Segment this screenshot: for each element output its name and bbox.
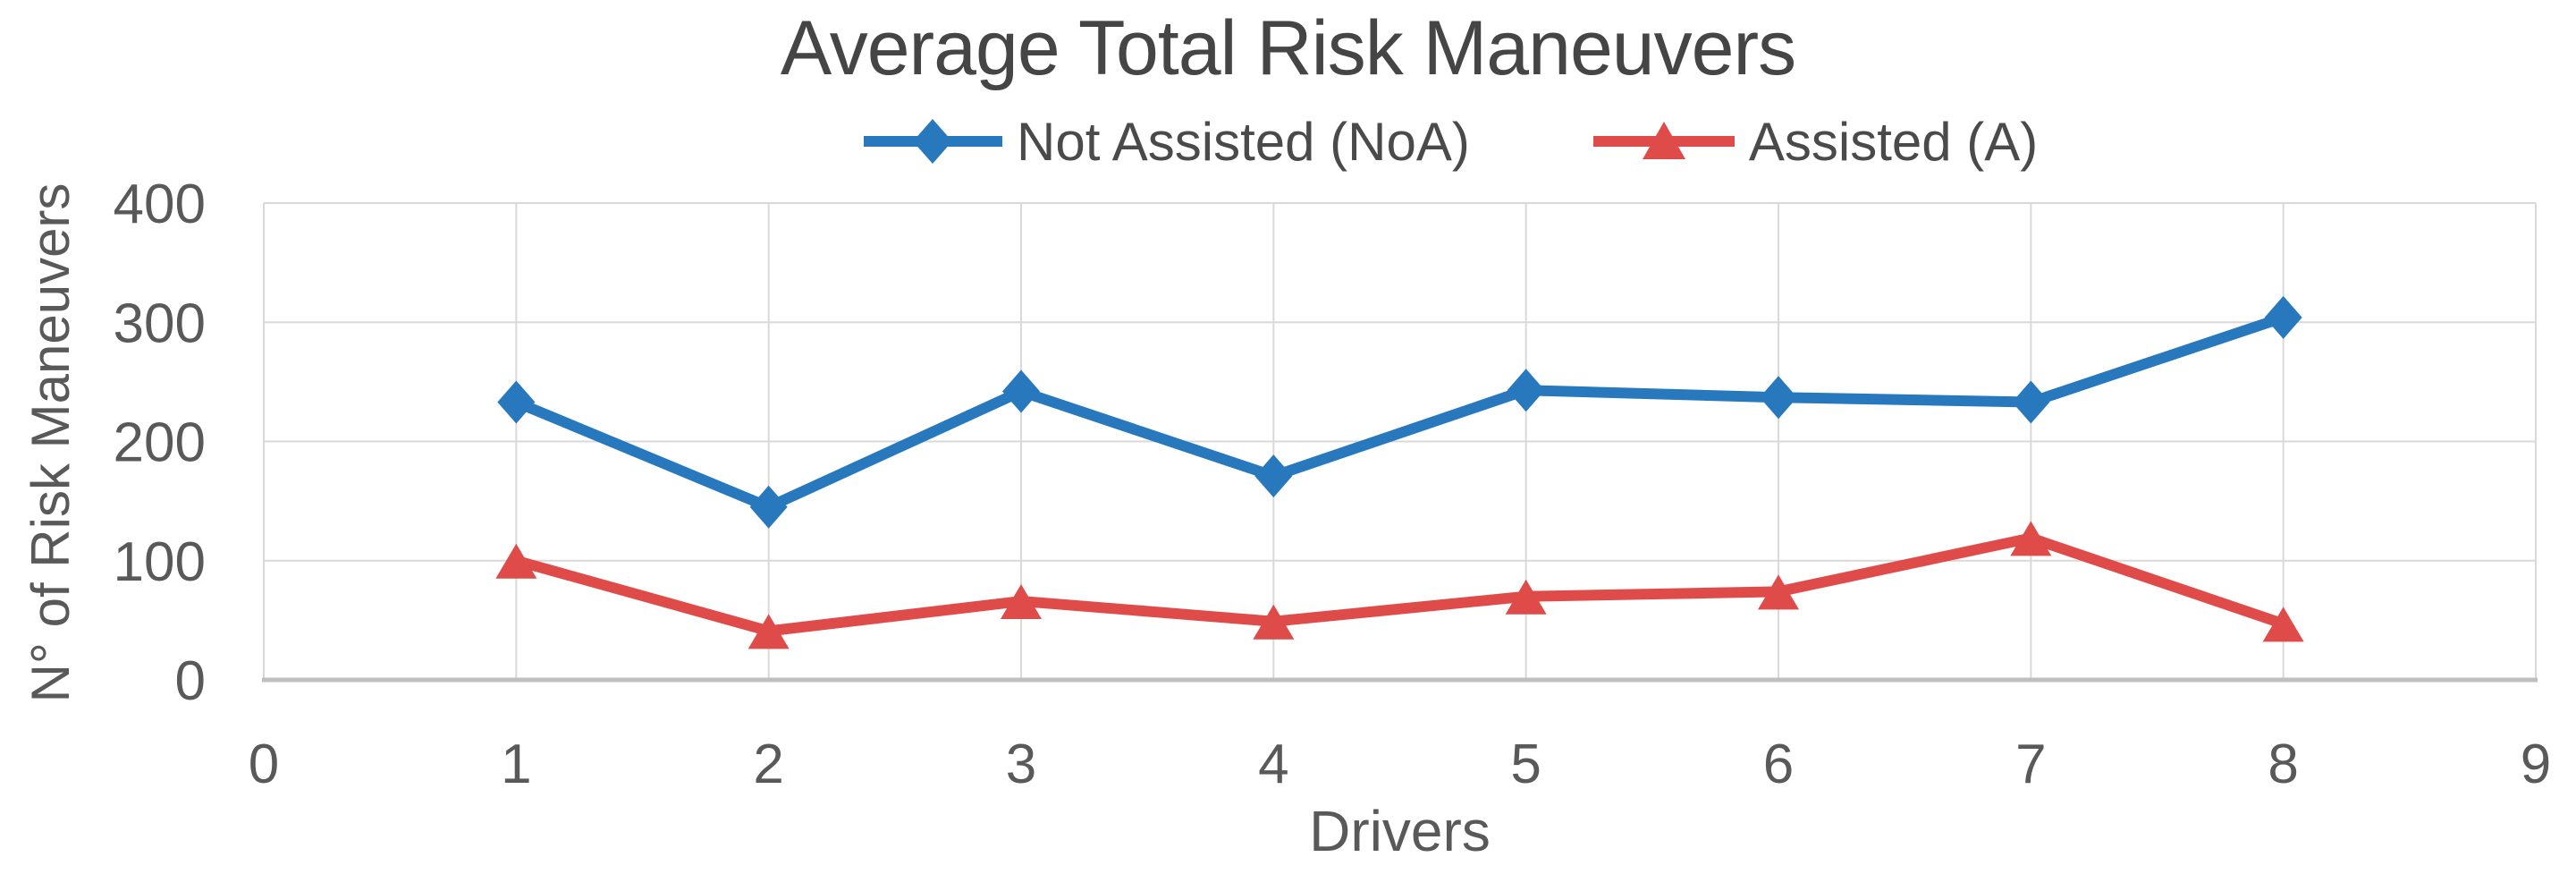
series-0-marker-x7 xyxy=(2012,380,2050,424)
x-tick-label-2: 2 xyxy=(753,734,783,795)
x-tick-label-8: 8 xyxy=(2268,734,2298,795)
y-tick-label-300: 300 xyxy=(114,293,206,354)
series-line-0 xyxy=(511,311,2289,513)
legend: Not Assisted (NoA) Assisted (A) xyxy=(864,104,2038,179)
series-1-marker-x4 xyxy=(1253,604,1295,640)
series-0-marker-x4 xyxy=(1254,454,1293,498)
series-0-marker-x5 xyxy=(1507,369,1545,412)
y-tick-label-100: 100 xyxy=(114,531,206,593)
legend-triangle-marker-icon xyxy=(1642,122,1685,159)
series-1-marker-x6 xyxy=(1758,574,1799,610)
legend-swatch-not-assisted xyxy=(864,119,1002,164)
x-tick-label-7: 7 xyxy=(2015,734,2046,795)
series-0-marker-x2 xyxy=(749,485,788,529)
series-0-marker-x6 xyxy=(1760,376,1797,420)
legend-label-assisted: Assisted (A) xyxy=(1748,111,2039,172)
y-tick-label-0: 0 xyxy=(175,650,206,712)
series-0-marker-x8 xyxy=(2264,295,2302,339)
series-1-marker-x7 xyxy=(2010,521,2052,556)
series-1-marker-x3 xyxy=(1001,584,1042,620)
x-tick-label-4: 4 xyxy=(1258,734,1288,795)
chart-title: Average Total Risk Maneuvers xyxy=(780,5,1796,91)
legend-item-not-assisted: Not Assisted (NoA) xyxy=(864,111,1470,173)
series-1-marker-x2 xyxy=(747,614,790,649)
x-tick-label-6: 6 xyxy=(1763,734,1794,795)
series-1-marker-x8 xyxy=(2262,607,2304,642)
y-tick-label-400: 400 xyxy=(114,174,206,235)
x-tick-label-3: 3 xyxy=(1006,734,1036,795)
series-0-marker-x3 xyxy=(1002,369,1040,413)
series-line-1 xyxy=(511,532,2289,637)
series-1-marker-x5 xyxy=(1505,579,1547,615)
y-tick-label-200: 200 xyxy=(114,412,206,474)
series-0-marker-x1 xyxy=(497,380,536,424)
legend-label-not-assisted: Not Assisted (NoA) xyxy=(1017,111,1470,172)
x-tick-label-5: 5 xyxy=(1510,734,1541,795)
legend-item-assisted: Assisted (A) xyxy=(1592,111,2039,173)
x-tick-label-1: 1 xyxy=(501,734,531,795)
x-tick-label-9: 9 xyxy=(2521,734,2551,795)
x-axis-title: Drivers xyxy=(1309,799,1491,863)
legend-swatch-assisted xyxy=(1592,122,1735,159)
x-tick-label-0: 0 xyxy=(249,734,279,795)
legend-diamond-marker-icon xyxy=(913,119,952,164)
series-1-marker-x1 xyxy=(495,543,537,579)
